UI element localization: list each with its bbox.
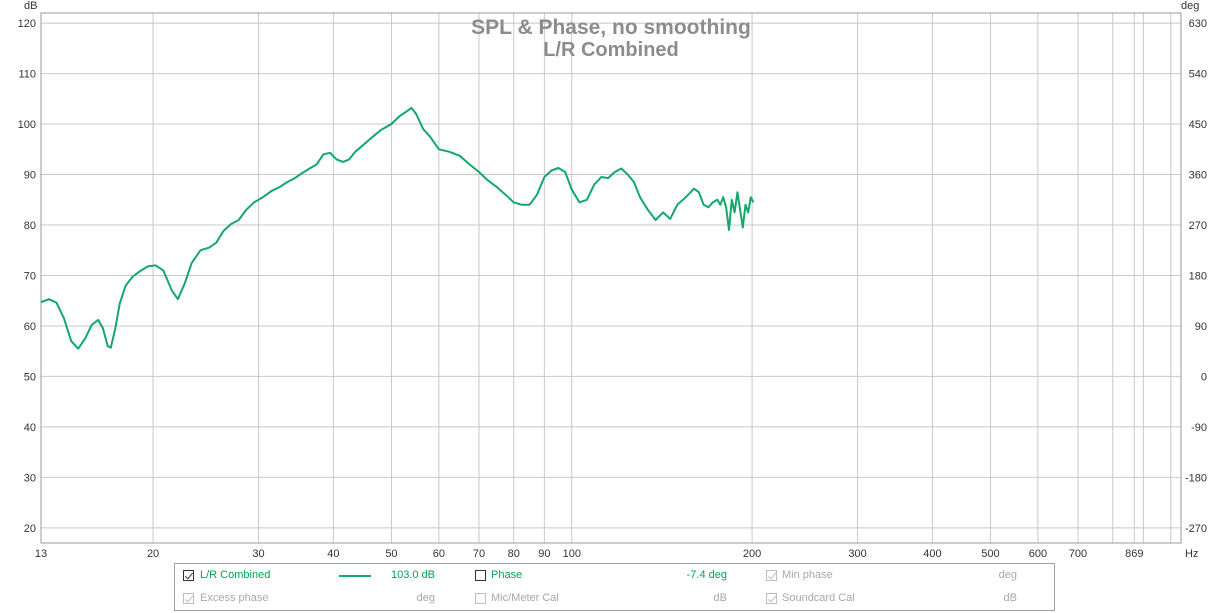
x-tick-label: 30 <box>252 548 264 560</box>
lr-combined-label: L/R Combined <box>200 569 271 581</box>
x-tick-label: 200 <box>743 548 761 560</box>
y-right-tick-label: -180 <box>1185 472 1207 484</box>
y-right-tick-label: 450 <box>1189 119 1207 131</box>
plot-frame <box>40 12 1182 544</box>
y-right-tick-label: 180 <box>1189 270 1207 282</box>
y-axis-right: -270 -180 -90 0 90 180 270 360 450 540 630 <box>1185 18 1207 535</box>
chart-title: SPL & Phase, no smoothing <box>471 16 751 39</box>
x-tick-label: 100 <box>563 548 581 560</box>
excess-phase-label: Excess phase <box>200 592 269 604</box>
y-left-tick-label: 120 <box>18 18 36 30</box>
y-left-tick-label: 50 <box>24 371 36 383</box>
x-tick-label: 300 <box>848 548 866 560</box>
x-tick-label: 60 <box>433 548 445 560</box>
min-phase-checkbox[interactable] <box>766 570 777 581</box>
y-right-unit: deg <box>1181 0 1199 12</box>
y-left-tick-label: 110 <box>18 69 36 81</box>
soundcard-cal-unit: dB <box>1003 592 1017 604</box>
y-left-tick-label: 70 <box>24 270 36 282</box>
mic-meter-cal-label: Mic/Meter Cal <box>491 592 559 604</box>
phase-checkbox[interactable] <box>475 570 486 581</box>
y-right-tick-label: 0 <box>1201 371 1207 383</box>
soundcard-cal-label: Soundcard Cal <box>782 592 855 604</box>
y-left-tick-label: 20 <box>24 523 36 535</box>
x-tick-label: 80 <box>508 548 520 560</box>
x-tick-label: 600 <box>1029 548 1047 560</box>
lr-combined-value: 103.0 dB <box>390 569 435 581</box>
mic-meter-cal-checkbox[interactable] <box>475 593 486 604</box>
excess-phase-checkbox[interactable] <box>183 593 194 604</box>
y-left-tick-label: 100 <box>18 119 36 131</box>
spl-phase-chart[interactable]: 20 30 40 50 60 70 80 90 100 110 120 -270 -180 -90 0 90… <box>0 0 1231 560</box>
x-tick-label: 869 <box>1125 548 1143 560</box>
chart-subtitle: L/R Combined <box>543 39 679 61</box>
y-right-tick-label: 270 <box>1189 220 1207 232</box>
y-left-tick-label: 40 <box>24 422 36 434</box>
min-phase-label: Min phase <box>782 569 833 581</box>
x-tick-label: 20 <box>147 548 159 560</box>
y-left-tick-label: 80 <box>24 220 36 232</box>
y-left-tick-label: 60 <box>24 321 36 333</box>
x-unit: Hz <box>1185 548 1198 560</box>
x-tick-label: 400 <box>923 548 941 560</box>
y-right-tick-label: 540 <box>1189 69 1207 81</box>
series-line-lr-combined <box>40 106 755 350</box>
y-left-tick-label: 90 <box>24 170 36 182</box>
x-tick-label: 500 <box>981 548 999 560</box>
y-right-tick-label: 360 <box>1189 170 1207 182</box>
excess-phase-unit: deg <box>416 592 435 604</box>
min-phase-unit: deg <box>998 569 1017 581</box>
legend-panel: L/R Combined 103.0 dB Phase -7.4 deg Min… <box>174 563 1055 611</box>
soundcard-cal-checkbox[interactable] <box>766 593 777 604</box>
x-tick-label: 700 <box>1069 548 1087 560</box>
y-right-tick-label: 90 <box>1195 321 1207 333</box>
mic-meter-cal-unit: dB <box>713 592 727 604</box>
y-left-tick-label: 30 <box>24 472 36 484</box>
x-tick-label: 90 <box>538 548 550 560</box>
y-right-tick-label: -270 <box>1185 523 1207 535</box>
x-tick-label: 40 <box>327 548 339 560</box>
x-axis: 13 20 30 40 50 60 70 80 90 100 200 300 400 500 600 700 8… <box>35 548 1144 560</box>
grid <box>41 13 1181 543</box>
lr-combined-swatch <box>339 575 371 577</box>
y-right-tick-label: 630 <box>1189 18 1207 30</box>
y-axis-left: 20 30 40 50 60 70 80 90 100 110 120 <box>18 18 36 535</box>
x-tick-label: 13 <box>35 548 47 560</box>
y-left-unit: dB <box>24 0 37 12</box>
x-tick-label: 70 <box>473 548 485 560</box>
phase-value: -7.4 deg <box>686 569 727 581</box>
lr-combined-checkbox[interactable] <box>183 570 194 581</box>
y-right-tick-label: -90 <box>1191 422 1207 434</box>
phase-label: Phase <box>491 569 523 581</box>
series-group <box>40 106 755 350</box>
x-tick-label: 50 <box>385 548 397 560</box>
